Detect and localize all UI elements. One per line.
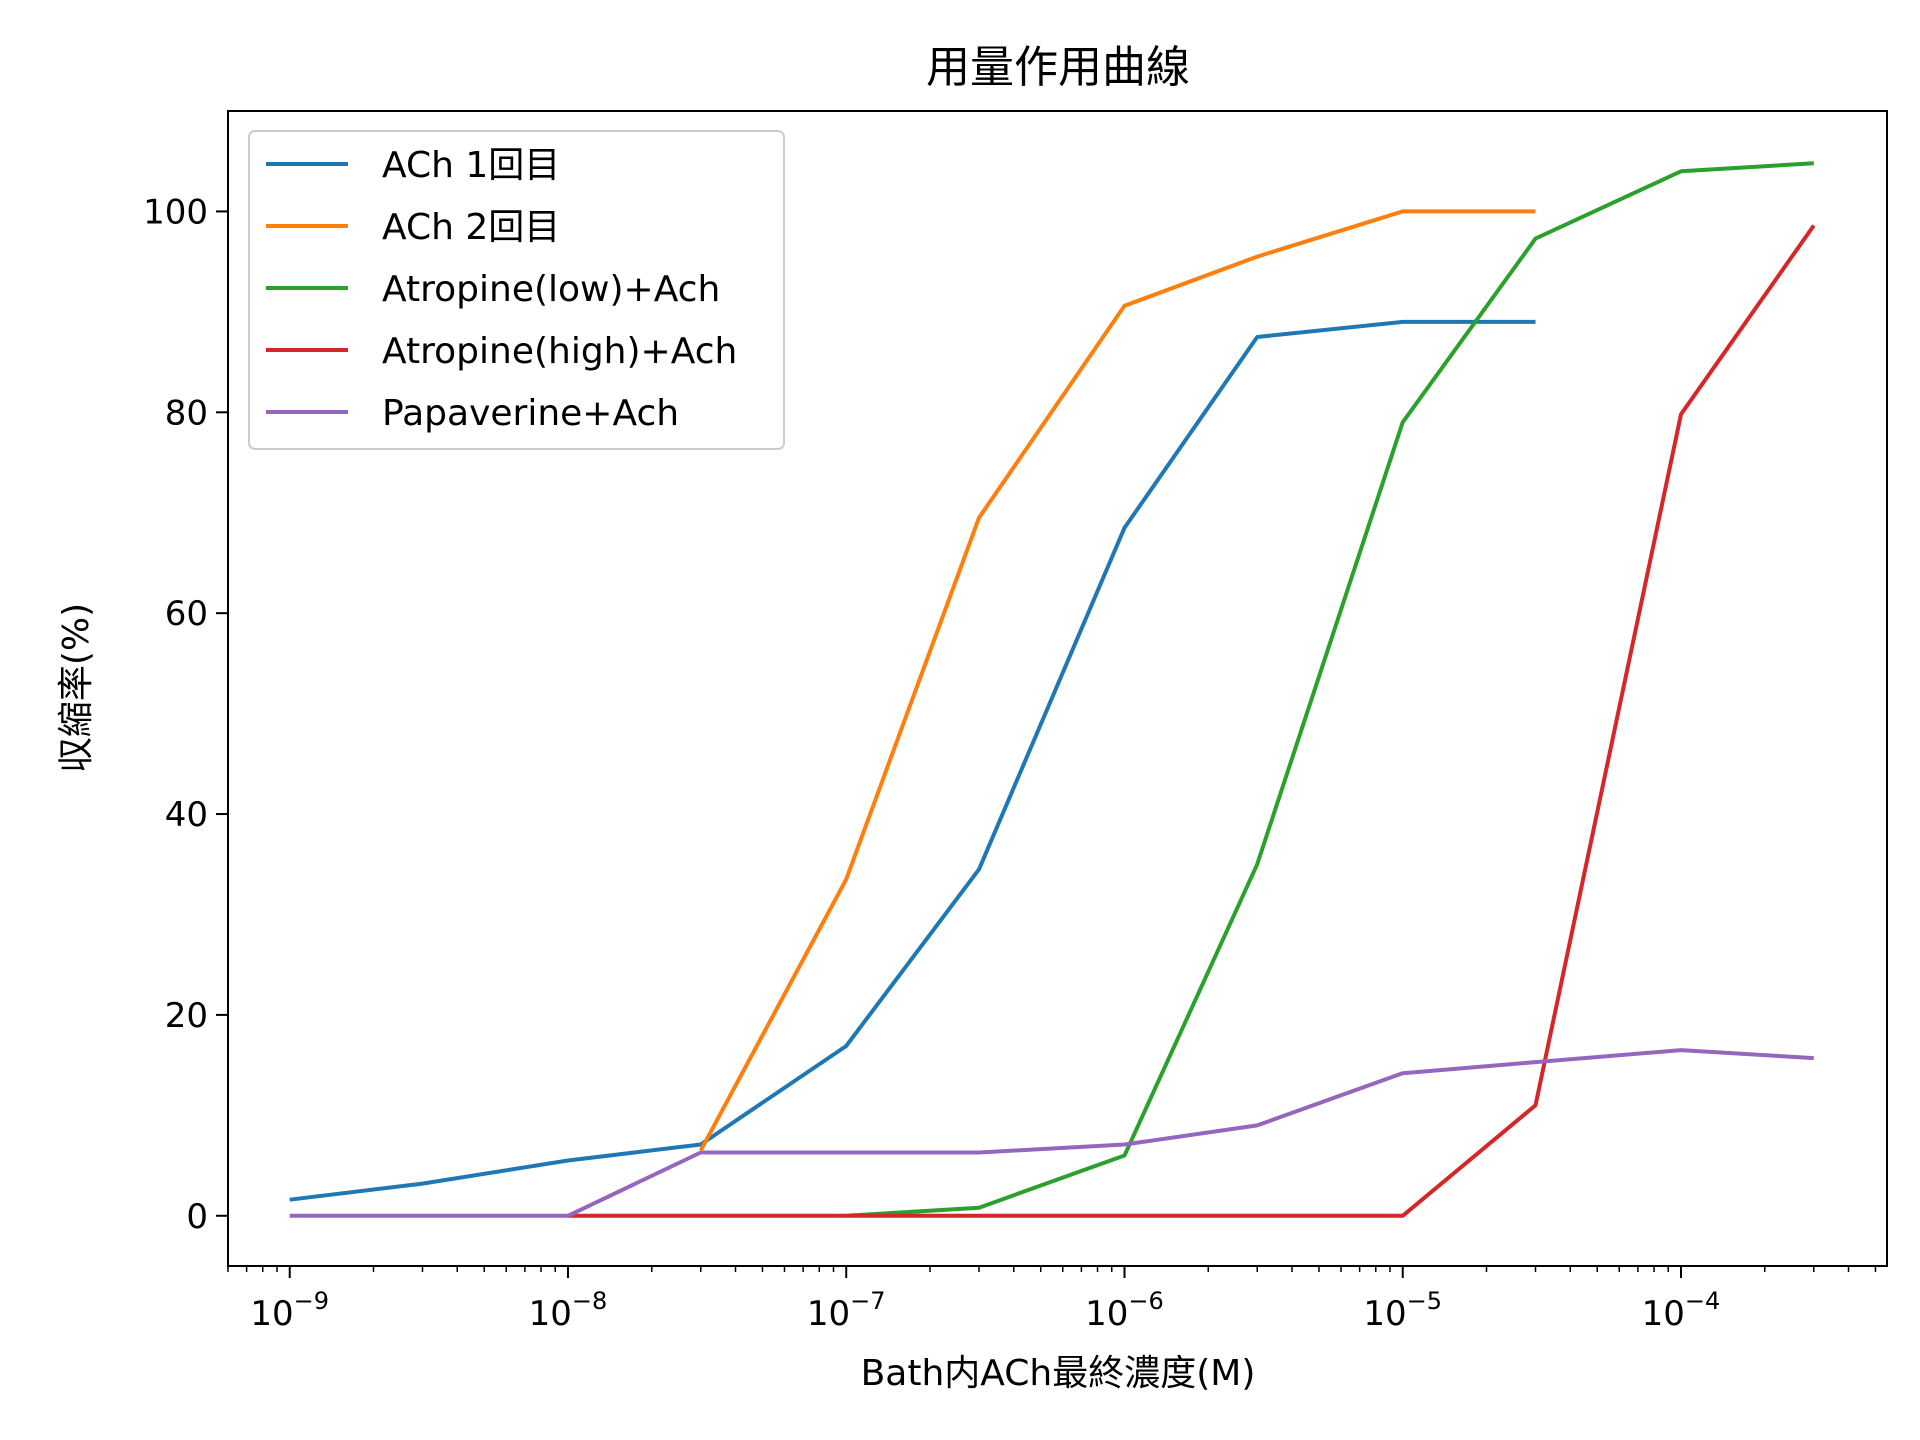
x-minor-ticks [227, 1266, 1877, 1272]
x-tick-label: 10−7 [807, 1287, 886, 1334]
y-axis-label: 収縮率(%) [56, 603, 97, 773]
x-axis-label: Bath内ACh最終濃度(M) [861, 1353, 1256, 1394]
y-tick-label: 60 [165, 594, 208, 634]
legend-label: Atropine(low)+Ach [382, 269, 720, 310]
y-tick-label: 20 [165, 996, 208, 1036]
x-tick-label: 10−4 [1642, 1287, 1721, 1334]
legend-label: Papaverine+Ach [382, 393, 679, 434]
series-line-1 [289, 319, 1536, 1202]
legend-label: ACh 1回目 [382, 145, 560, 186]
series-line-2 [698, 209, 1536, 1152]
legend: ACh 1回目 ACh 2回目 Atropine(low)+Ach Atropine(… [248, 130, 785, 450]
legend-label: Atropine(high)+Ach [382, 331, 737, 372]
series-line-3 [846, 161, 1814, 1218]
plot-frame [227, 110, 1888, 1267]
legend-label: ACh 2回目 [382, 207, 560, 248]
y-tick-label: 100 [143, 192, 208, 232]
legend-box [248, 130, 785, 450]
series-line-5 [289, 1048, 1814, 1218]
y-tick-label: 40 [165, 795, 208, 835]
x-axis: 10−9 10−8 10−7 10−6 10−5 10−4 [250, 1266, 1720, 1334]
series-line-4 [568, 224, 1816, 1218]
y-tick-label: 0 [186, 1197, 208, 1237]
x-tick-label: 10−9 [250, 1287, 329, 1334]
y-axis: 0 20 40 60 80 100 [143, 192, 228, 1237]
series-layer [289, 161, 1816, 1218]
x-tick-label: 10−8 [529, 1287, 608, 1334]
x-tick-label: 10−5 [1363, 1287, 1442, 1334]
y-tick-label: 80 [165, 393, 208, 433]
chart-title: 用量作用曲線 [926, 42, 1190, 93]
x-tick-label: 10−6 [1085, 1287, 1164, 1334]
